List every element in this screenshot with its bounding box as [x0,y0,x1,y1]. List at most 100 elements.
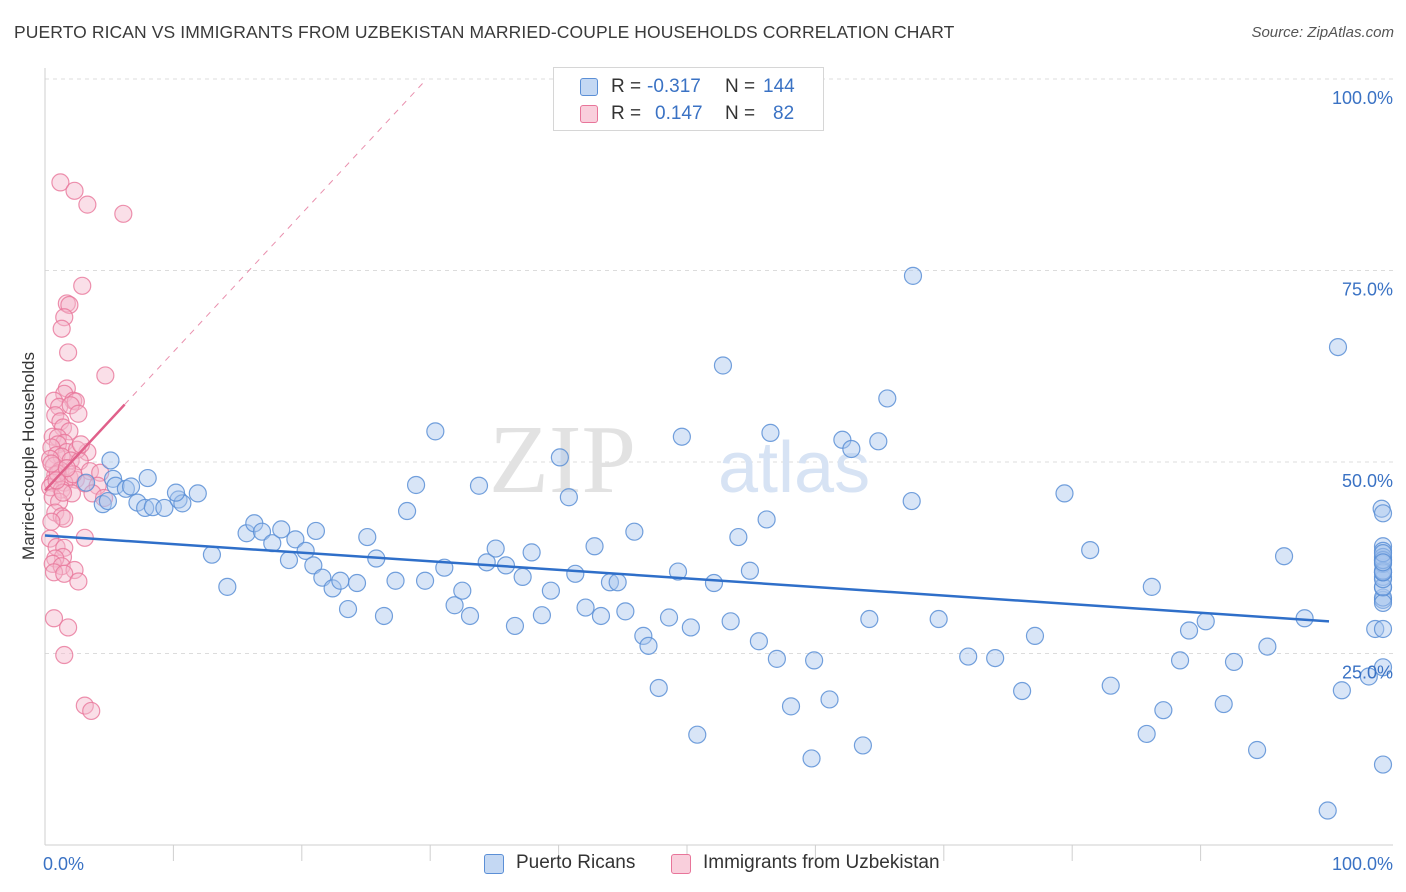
uzbekistan-point [52,319,71,338]
bottom-legend-label: Immigrants from Uzbekistan [703,852,940,873]
puerto-rican-point [853,736,873,755]
uzbekistan-point [44,609,64,628]
puerto-rican-point [767,649,786,668]
uzbekistan-point [52,507,71,526]
uzbekistan-trend-line [44,403,126,492]
puerto-rican-point [426,422,445,441]
uzbekistan-point [78,195,97,214]
puerto-rican-point [649,678,668,698]
puerto-rican-point [1179,621,1199,640]
legend-r-value: 0.147 [655,103,703,124]
puerto-rican-point [121,477,141,496]
puerto-rican-point [757,510,776,529]
uzbekistan-point [73,276,92,295]
uzbekistan-point [59,618,78,637]
legend-swatch-pink [580,105,598,123]
y-tick-label: 25.0% [1342,663,1393,683]
puerto-rican-point [820,690,839,709]
puerto-rican-point [860,609,879,629]
legend-r-label: R = [611,103,642,124]
trend-lines [44,78,1330,623]
puerto-rican-point [1373,588,1393,607]
puerto-rican-point [639,636,658,655]
uzbekistan-point [114,204,133,223]
uzbekistan-point [47,471,66,490]
puerto-rican-point [1332,681,1351,700]
puerto-rican-point [1373,619,1393,639]
puerto-rican-point [460,606,480,626]
uzbekistan-trend-extension [124,78,428,405]
puerto-rican-point [1274,547,1294,566]
uzbekistan-point [43,488,62,507]
puerto-rican-points [76,266,1393,820]
watermark-zip: ZIP [489,406,636,514]
puerto-rican-point [188,484,207,503]
axes [44,68,1393,861]
puerto-rican-point [331,571,350,590]
x-tick-labels: 0.0% 100.0% [43,854,1393,874]
puerto-rican-point [1142,577,1161,596]
puerto-rican-point [296,541,315,560]
uzbekistan-point [69,572,88,591]
x-tick-label: 100.0% [1332,854,1393,874]
puerto-rican-point [681,618,700,637]
puerto-rican-point [842,439,861,459]
uzbekistan-point [51,173,70,192]
legend-r-value: -0.317 [647,76,701,97]
y-tick-labels: 100.0% 75.0% 50.0% 25.0% [1332,88,1393,683]
bottom-legend-label: Puerto Ricans [516,852,636,873]
puerto-rican-point [721,612,740,631]
watermark-atlas: atlas [718,428,870,508]
puerto-rican-point [1196,612,1215,631]
puerto-rican-point [486,539,505,558]
legend-row-uzbekistan: R = 0.147 N = 82 [554,101,823,127]
bottom-legend-swatch-blue [484,854,504,874]
uzbekistan-point [55,645,74,665]
puerto-rican-point [397,501,417,521]
puerto-rican-point [585,537,604,556]
uzbekistan-point [96,366,115,385]
puerto-rican-point [1373,544,1393,563]
puerto-rican-point [902,491,921,511]
puerto-rican-point [279,550,299,570]
uzbekistan-point [55,308,74,327]
legend-swatch-blue [580,78,598,96]
puerto-rican-point [202,545,222,564]
puerto-rican-point [608,573,627,592]
y-tick-label: 75.0% [1342,280,1393,300]
puerto-rican-point [541,581,560,600]
x-tick-label: 0.0% [43,854,84,874]
puerto-rican-point [1214,694,1233,714]
puerto-rican-point [445,596,464,615]
puerto-rican-point [469,476,489,495]
puerto-rican-point [513,567,532,587]
uzbekistan-point [42,512,61,531]
puerto-rican-point [155,498,174,518]
puerto-rican-point [1258,637,1277,656]
puerto-rican-point [136,498,155,518]
puerto-rican-point [1366,619,1385,639]
puerto-rican-point [386,571,405,590]
legend-r-label: R = [611,76,642,97]
puerto-rican-point [566,564,585,583]
puerto-rican-point [550,448,569,467]
uzbekistan-point [65,181,84,200]
puerto-rican-point [358,527,377,547]
y-tick-label: 100.0% [1332,88,1393,108]
puerto-rican-point [625,522,644,541]
puerto-rican-point [616,602,635,621]
y-axis-label: Married-couple Households [19,352,38,560]
puerto-rican-point [704,573,724,593]
puerto-rican-point [1373,553,1393,572]
uzbekistan-point [42,454,61,473]
puerto-rican-point [668,562,688,581]
puerto-rican-point [415,571,435,590]
puerto-rican-point [878,389,897,408]
bottom-legend-swatch-pink [671,854,691,874]
chart-title: PUERTO RICAN VS IMMIGRANTS FROM UZBEKIST… [14,22,955,42]
puerto-rican-point [1154,701,1173,720]
legend-row-puerto-ricans: R = -0.317 N = 144 [554,74,823,100]
uzbekistan-point [69,404,88,423]
puerto-rican-point [522,543,541,562]
